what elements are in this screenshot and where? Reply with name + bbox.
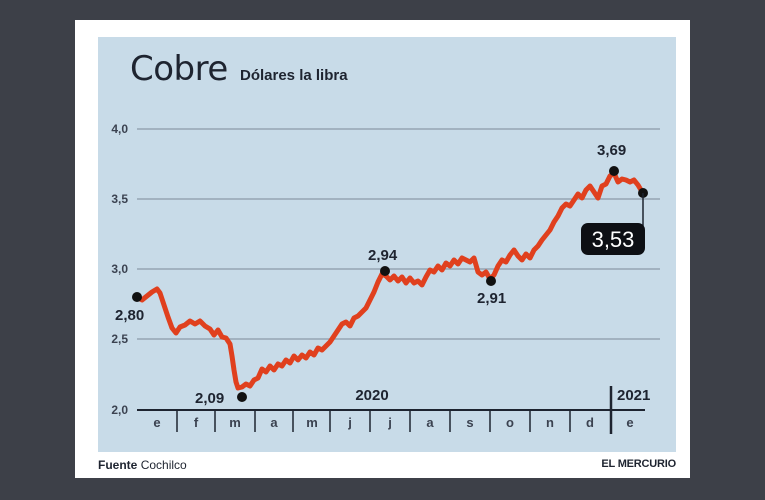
chart-subtitle: Dólares la libra — [240, 67, 348, 84]
marker-jul — [380, 266, 390, 276]
y-tick: 3,0 — [111, 262, 128, 276]
y-tick: 2,5 — [111, 332, 128, 346]
month-label: a — [270, 415, 278, 430]
chart-panel: Cobre Dólares la libra — [98, 37, 676, 452]
y-tick: 2,0 — [111, 403, 128, 417]
source-credit: Fuente Cochilco — [98, 458, 187, 472]
marker-max — [609, 166, 619, 176]
month-label: a — [426, 415, 434, 430]
annotation-labels: 2,80 2,09 2,94 2,91 3,69 — [115, 142, 626, 407]
annotation-jul: 2,94 — [368, 247, 398, 264]
annotation-start: 2,80 — [115, 307, 144, 324]
last-value-badge: 3,53 — [581, 223, 645, 255]
copper-price-line — [134, 170, 646, 391]
publisher-name: EL MERCURIO — [601, 458, 676, 470]
month-label: m — [306, 415, 318, 430]
x-axis — [137, 386, 645, 434]
month-label: m — [229, 415, 241, 430]
marker-start — [132, 292, 142, 302]
month-label: s — [466, 415, 473, 430]
annotation-oct: 2,91 — [477, 290, 506, 307]
month-label: j — [387, 415, 392, 430]
chart-title: Cobre — [130, 49, 228, 89]
y-tick: 4,0 — [111, 122, 128, 136]
source-label: Fuente — [98, 458, 138, 472]
y-tick: 3,5 — [111, 192, 128, 206]
annotation-max: 3,69 — [597, 142, 626, 159]
month-label: j — [347, 415, 352, 430]
marker-oct — [486, 276, 496, 286]
month-label: n — [546, 415, 554, 430]
year-labels: 2020 2021 — [355, 387, 650, 404]
month-label: d — [586, 415, 594, 430]
year-label-2020: 2020 — [355, 387, 388, 404]
last-value-text: 3,53 — [592, 227, 635, 252]
annotation-min: 2,09 — [195, 390, 224, 407]
y-axis-labels: 4,0 3,5 3,0 2,5 2,0 — [111, 122, 128, 417]
month-label: e — [626, 415, 633, 430]
year-label-2021: 2021 — [617, 387, 650, 404]
source-name: Cochilco — [140, 458, 187, 472]
x-axis-month-labels: e f m a m j j a s o n d e — [153, 415, 633, 430]
marker-min — [237, 392, 247, 402]
month-label: f — [194, 415, 199, 430]
month-label: e — [153, 415, 160, 430]
month-label: o — [506, 415, 514, 430]
